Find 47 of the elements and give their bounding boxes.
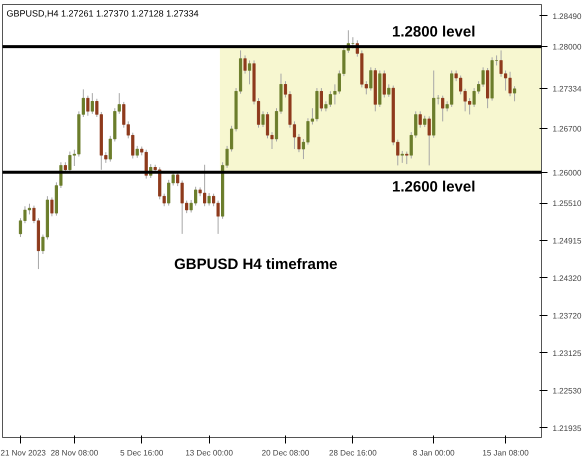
- y-tick-label: 1.28000: [552, 42, 582, 52]
- candlestick: [86, 95, 90, 116]
- candlestick: [387, 84, 390, 98]
- y-tick-label: 1.25510: [552, 199, 582, 208]
- candlestick: [208, 192, 211, 206]
- candlestick: [266, 111, 270, 139]
- candlestick: [306, 118, 310, 146]
- candlestick: [400, 150, 404, 164]
- candlestick: [423, 115, 426, 128]
- chart-title: GBPUSD,H4 1.27261 1.27370 1.27128 1.27334: [6, 8, 199, 18]
- x-tick-label: 20 Dec 08:00: [262, 448, 310, 458]
- y-tick-label: 1.23720: [552, 312, 582, 321]
- candlestick: [405, 151, 408, 165]
- candlestick: [90, 92, 94, 114]
- y-tick-label: 1.28490: [552, 12, 582, 21]
- y-tick-label: 1.26000: [552, 168, 582, 178]
- candlestick: [428, 116, 431, 166]
- candlestick: [382, 70, 386, 98]
- y-tick-label: 1.23125: [552, 348, 582, 358]
- annotation: GBPUSD H4 timeframe: [174, 256, 338, 273]
- candlestick: [441, 95, 444, 122]
- candlestick: [418, 110, 422, 128]
- x-tick-label: 5 Dec 16:00: [120, 448, 164, 458]
- x-tick-label: 21 Nov 2023: [0, 448, 46, 458]
- candlestick: [508, 71, 512, 97]
- x-tick-label: 15 Jan 08:00: [482, 448, 530, 458]
- x-tick-label: 28 Dec 16:00: [329, 448, 378, 458]
- y-tick-label: 1.22530: [552, 386, 582, 396]
- candlestick: [243, 54, 247, 74]
- ref-line-label: 1.2600 level: [392, 178, 476, 196]
- candlestick: [136, 145, 139, 158]
- candlestick: [50, 196, 54, 217]
- ref-line-label: 1.2800 level: [392, 24, 476, 41]
- candlestick: [261, 110, 265, 128]
- y-tick-label: 1.24915: [552, 236, 582, 246]
- y-tick-label: 1.26700: [552, 124, 582, 134]
- y-tick-label: 1.21935: [552, 424, 582, 433]
- candlestick: [512, 86, 516, 102]
- candlestick: [369, 66, 372, 92]
- candlestick: [320, 88, 324, 112]
- y-tick-label: 1.24320: [552, 274, 582, 283]
- candlestick: [248, 60, 252, 85]
- x-tick-label: 28 Nov 08:00: [50, 448, 99, 458]
- x-tick-label: 13 Dec 00:00: [185, 448, 234, 458]
- candlestick: [499, 50, 503, 78]
- y-tick-label: 1.27334: [552, 84, 582, 94]
- x-tick-label: 8 Jan 00:00: [412, 448, 456, 458]
